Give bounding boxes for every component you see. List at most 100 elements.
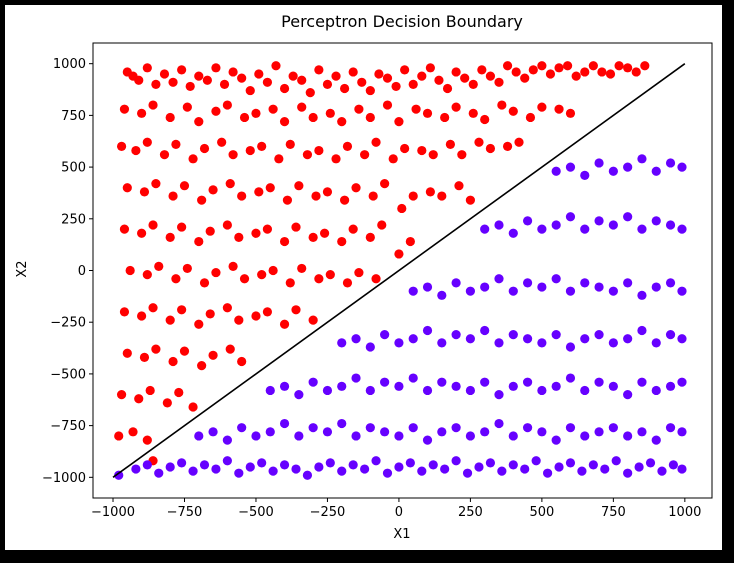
point-class-below <box>408 373 418 383</box>
point-class-above <box>322 79 333 89</box>
chart-title: Perceptron Decision Boundary <box>281 12 523 31</box>
point-class-above <box>202 75 212 85</box>
y-tick-label: −250 <box>50 316 86 331</box>
point-class-below <box>522 377 533 387</box>
point-class-below <box>365 342 375 352</box>
point-class-below <box>142 460 152 470</box>
point-class-below <box>405 458 415 468</box>
point-class-below <box>422 385 433 396</box>
point-class-below <box>565 458 576 468</box>
point-class-above <box>502 61 513 71</box>
point-class-above <box>351 183 361 193</box>
point-class-below <box>408 334 418 344</box>
point-class-above <box>494 77 504 87</box>
point-class-below <box>522 216 533 226</box>
point-class-above <box>165 232 175 243</box>
point-class-below <box>337 418 347 429</box>
point-class-above <box>331 71 341 81</box>
point-class-below <box>394 462 404 472</box>
point-class-below <box>623 431 633 441</box>
point-class-above <box>354 267 364 278</box>
point-class-above <box>188 402 198 412</box>
point-class-above <box>342 278 353 288</box>
point-class-below <box>337 466 347 476</box>
point-class-below <box>199 460 210 470</box>
point-class-above <box>142 270 152 280</box>
point-class-above <box>331 154 341 164</box>
point-class-below <box>348 460 358 470</box>
point-class-above <box>348 67 358 77</box>
point-class-above <box>371 274 381 284</box>
y-tick-label: 0 <box>78 264 86 279</box>
x-tick-label: −250 <box>310 505 346 520</box>
point-class-above <box>525 112 536 123</box>
point-class-below <box>508 228 518 238</box>
point-class-below <box>380 427 390 437</box>
point-class-above <box>174 387 184 398</box>
point-class-above <box>142 435 152 445</box>
point-class-above <box>225 344 235 354</box>
point-class-below <box>208 427 218 437</box>
point-class-above <box>545 69 556 79</box>
point-class-below <box>508 330 518 340</box>
point-class-below <box>308 377 318 387</box>
point-class-above <box>365 112 375 123</box>
point-class-above <box>168 77 178 87</box>
point-class-above <box>377 220 387 230</box>
point-class-above <box>194 116 204 127</box>
point-class-below <box>422 325 433 336</box>
point-class-below <box>580 334 590 344</box>
point-class-below <box>665 220 676 230</box>
point-class-above <box>228 261 238 271</box>
point-class-below <box>211 464 221 474</box>
y-tick-label: 500 <box>61 161 86 176</box>
point-class-above <box>168 356 178 367</box>
point-class-below <box>462 468 473 478</box>
point-class-below <box>537 338 547 348</box>
point-class-above <box>425 63 435 73</box>
point-class-below <box>279 418 290 429</box>
point-class-above <box>477 65 487 75</box>
point-class-above <box>308 112 318 123</box>
point-class-above <box>368 191 378 201</box>
point-class-above <box>371 137 381 147</box>
x-tick-label: 1000 <box>668 505 701 520</box>
point-class-below <box>451 381 461 391</box>
point-class-below <box>665 158 676 168</box>
point-class-below <box>537 282 547 292</box>
point-class-below <box>382 468 393 478</box>
point-class-below <box>465 286 475 296</box>
point-class-below <box>623 212 633 222</box>
point-class-below <box>608 338 618 348</box>
point-class-above <box>239 274 250 284</box>
point-class-below <box>451 423 461 433</box>
point-class-below <box>637 427 647 437</box>
point-class-below <box>188 466 198 476</box>
x-axis: −1000 −750 −500 −250 0 250 500 750 1000 <box>91 498 701 520</box>
point-class-above <box>228 67 238 77</box>
point-class-below <box>522 334 533 344</box>
point-class-below <box>537 427 547 437</box>
point-class-below <box>520 464 530 474</box>
point-class-below <box>580 278 590 288</box>
point-class-above <box>342 141 353 152</box>
x-tick-label: −1000 <box>91 505 135 520</box>
point-class-above <box>314 65 324 75</box>
point-class-above <box>502 141 513 152</box>
point-class-below <box>351 334 361 344</box>
point-class-above <box>171 274 181 284</box>
point-class-above <box>179 181 190 191</box>
point-class-above <box>405 236 415 247</box>
point-class-above <box>182 263 192 274</box>
point-class-below <box>651 216 661 226</box>
point-class-above <box>211 106 221 116</box>
point-class-below <box>291 464 301 474</box>
point-class-above <box>325 108 335 118</box>
point-class-below <box>608 423 618 433</box>
point-class-below <box>580 385 590 396</box>
point-class-below <box>222 435 232 445</box>
y-tick-label: −1000 <box>42 471 86 486</box>
x-tick-label: 750 <box>601 505 626 520</box>
point-class-below <box>554 462 564 472</box>
point-class-above <box>237 356 247 367</box>
